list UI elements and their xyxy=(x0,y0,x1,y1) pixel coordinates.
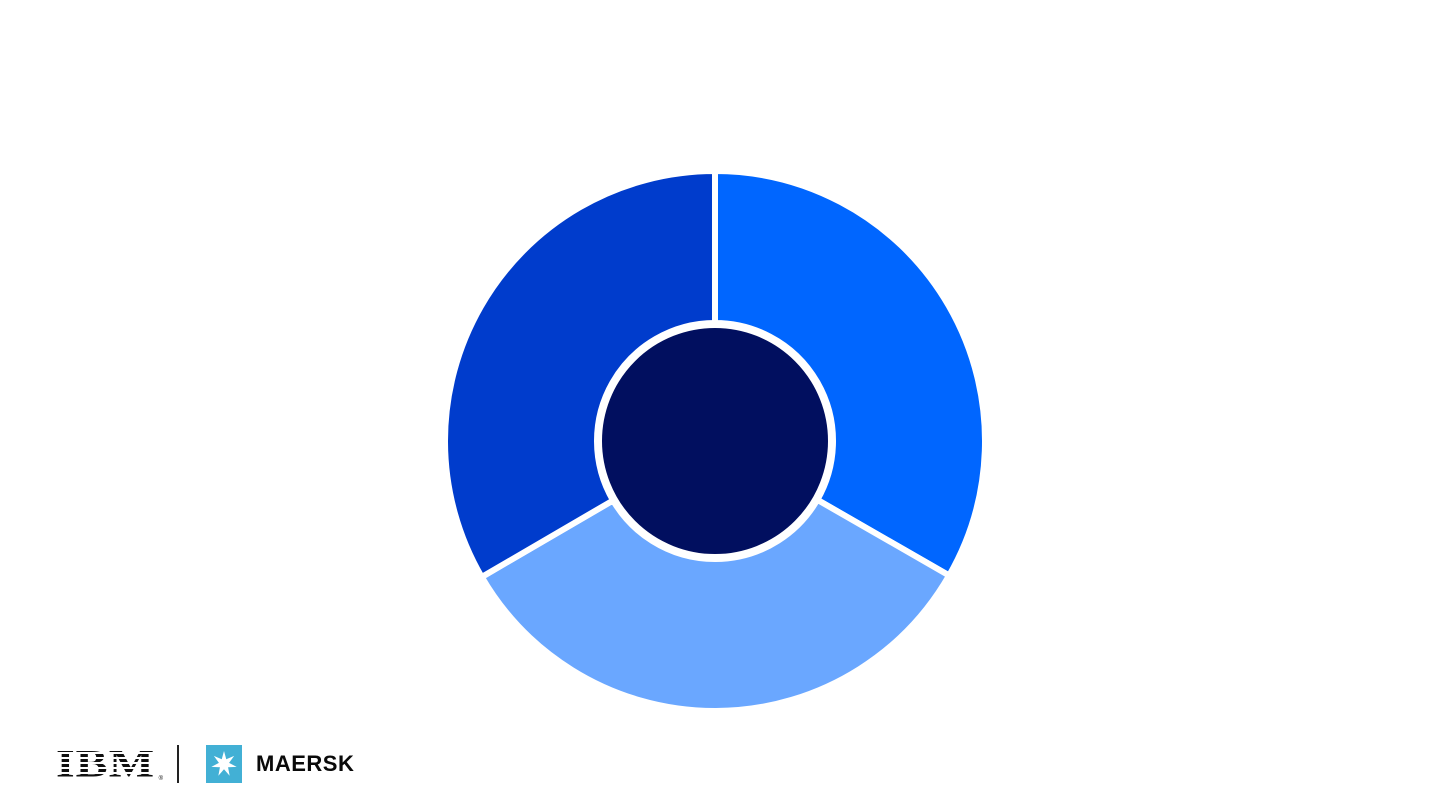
ibm-logo-text: IBM xyxy=(56,741,155,786)
maersk-logo-text: MAERSK xyxy=(256,751,355,776)
footer-logos: IBM ® MAERSK xyxy=(56,744,354,784)
donut-center-circle xyxy=(598,324,832,558)
segment-bottom xyxy=(477,495,954,714)
segment-right xyxy=(712,167,988,580)
ibm-logo: IBM ® xyxy=(56,741,163,786)
seven-pointed-star-icon xyxy=(211,751,237,776)
segment-left xyxy=(442,167,718,582)
ibm-registered-mark: ® xyxy=(158,776,163,782)
logo-divider xyxy=(177,745,179,783)
maersk-star-icon xyxy=(206,745,242,783)
